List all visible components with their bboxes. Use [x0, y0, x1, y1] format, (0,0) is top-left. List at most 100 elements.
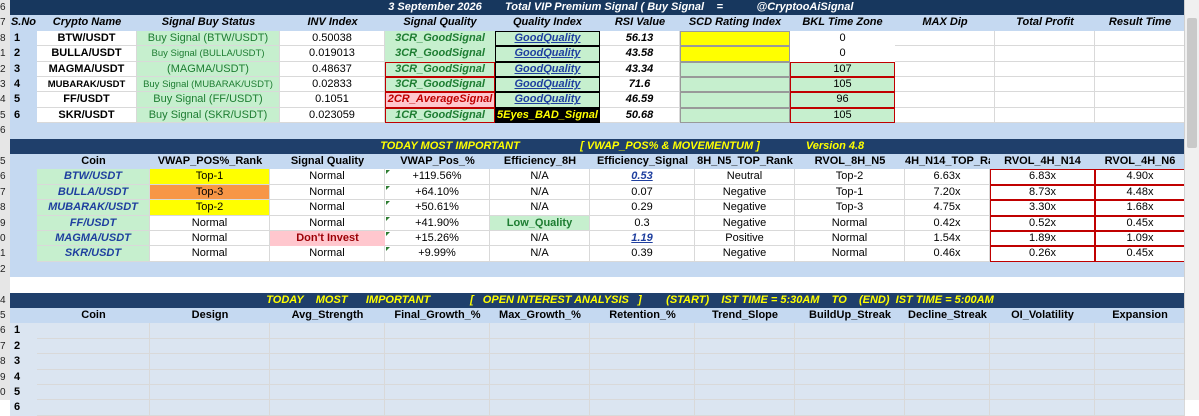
oi-cell[interactable]	[795, 323, 905, 339]
oi-col-header[interactable]: Expansion	[1095, 308, 1185, 324]
max-dip[interactable]	[895, 107, 995, 124]
oi-cell[interactable]	[150, 323, 270, 339]
vwap-col-header[interactable]: RVOL_4H_N14	[990, 154, 1095, 170]
quality-index[interactable]: 5Eyes_BAD_Signal	[495, 107, 600, 124]
signal-buy-status[interactable]: Buy Signal (BULLA/USDT)	[137, 46, 280, 62]
oi-cell[interactable]	[150, 369, 270, 385]
inv-index[interactable]: 0.023059	[280, 107, 385, 124]
scd-rating-index[interactable]	[680, 30, 790, 47]
oi-cell[interactable]	[795, 354, 905, 370]
signal-quality[interactable]: 2CR_AverageSignal	[385, 92, 495, 108]
rsi-value[interactable]: 56.13	[600, 30, 680, 47]
oi-cell[interactable]	[590, 354, 695, 370]
row-number[interactable]: 5	[0, 310, 6, 321]
crypto-name[interactable]: MAGMA/USDT	[37, 61, 137, 77]
n14-top-rank[interactable]: 6.63x	[905, 169, 990, 185]
oi-cell[interactable]	[695, 385, 795, 401]
oi-cell[interactable]	[490, 338, 590, 355]
efficiency-signal[interactable]: 0.53	[590, 169, 695, 185]
total-profit[interactable]	[995, 107, 1095, 124]
n5-top-rank[interactable]: Neutral	[695, 169, 795, 185]
vwap-coin[interactable]: MUBARAK/USDT	[37, 200, 150, 216]
row-number[interactable]: 1	[0, 248, 6, 260]
total-profit[interactable]	[995, 77, 1095, 93]
oi-col-header[interactable]: Design	[150, 308, 270, 324]
efficiency-8h[interactable]: N/A	[490, 246, 590, 262]
oi-cell[interactable]	[590, 385, 695, 401]
signal-buy-status[interactable]: Buy Signal (BTW/USDT)	[137, 30, 280, 47]
scd-rating-index[interactable]	[680, 46, 790, 62]
oi-cell[interactable]	[795, 369, 905, 385]
vwap-signal-quality[interactable]: Normal	[270, 169, 385, 185]
vwap-col-header[interactable]: Efficiency_8H	[490, 154, 590, 170]
efficiency-signal[interactable]: 0.3	[590, 215, 695, 231]
vwap-col-header[interactable]: 4H_N14_TOP_Rank	[905, 154, 990, 170]
oi-cell[interactable]	[990, 369, 1095, 385]
scd-rating-index[interactable]	[680, 77, 790, 93]
scd-rating-index[interactable]	[680, 92, 790, 108]
oi-cell[interactable]	[590, 400, 695, 416]
rvol-4h-n6[interactable]: 1.68x	[1095, 200, 1185, 216]
oi-cell[interactable]	[795, 338, 905, 355]
signal-quality[interactable]: 3CR_GoodSignal	[385, 61, 495, 77]
row-number[interactable]: 8	[0, 356, 6, 368]
result-time[interactable]	[1095, 92, 1185, 108]
scd-rating-index[interactable]	[680, 107, 790, 124]
rvol-4h-n14[interactable]: 0.26x	[990, 246, 1095, 262]
oi-cell[interactable]	[1095, 385, 1185, 401]
oi-cell[interactable]	[37, 400, 150, 416]
oi-cell[interactable]	[150, 338, 270, 355]
crypto-name[interactable]: BTW/USDT	[37, 30, 137, 47]
signal-col-header[interactable]: SCD Rating Index	[680, 15, 790, 31]
rvol-4h-n14[interactable]: 8.73x	[990, 184, 1095, 201]
row-number[interactable]: 2	[0, 63, 6, 75]
vwap-pos-rank[interactable]: Top-1	[150, 169, 270, 185]
quality-index[interactable]: GoodQuality	[495, 92, 600, 108]
rvol-8h-n5[interactable]: Top-3	[795, 200, 905, 216]
oi-cell[interactable]	[990, 323, 1095, 339]
vwap-pos-percent[interactable]: +64.10%	[385, 184, 490, 201]
signal-col-header[interactable]: MAX Dip	[895, 15, 995, 31]
oi-cell[interactable]	[905, 338, 990, 355]
rvol-4h-n6[interactable]: 0.45x	[1095, 215, 1185, 231]
bkl-time-zone[interactable]: 0	[790, 30, 895, 47]
vwap-coin[interactable]: SKR/USDT	[37, 246, 150, 262]
row-number[interactable]: 1	[0, 48, 6, 60]
rvol-4h-n6[interactable]: 4.48x	[1095, 184, 1185, 201]
oi-cell[interactable]	[695, 400, 795, 416]
efficiency-8h[interactable]: N/A	[490, 169, 590, 185]
oi-cell[interactable]	[37, 323, 150, 339]
rsi-value[interactable]: 46.59	[600, 92, 680, 108]
rvol-4h-n14[interactable]: 6.83x	[990, 169, 1095, 185]
oi-cell[interactable]	[695, 369, 795, 385]
efficiency-signal[interactable]: 1.19	[590, 231, 695, 247]
rvol-8h-n5[interactable]: Normal	[795, 246, 905, 262]
row-number[interactable]: 6	[0, 2, 6, 13]
efficiency-signal[interactable]: 0.39	[590, 246, 695, 262]
vwap-pos-percent[interactable]: +119.56%	[385, 169, 490, 185]
signal-col-header[interactable]: Crypto Name	[37, 15, 137, 31]
vwap-coin[interactable]: BTW/USDT	[37, 169, 150, 185]
vwap-pos-percent[interactable]: +9.99%	[385, 246, 490, 262]
row-number[interactable]: 7	[0, 340, 6, 352]
oi-cell[interactable]	[150, 385, 270, 401]
max-dip[interactable]	[895, 77, 995, 93]
vwap-coin[interactable]: FF/USDT	[37, 215, 150, 231]
rsi-value[interactable]: 43.34	[600, 61, 680, 77]
oi-cell[interactable]	[590, 323, 695, 339]
vwap-coin[interactable]: MAGMA/USDT	[37, 231, 150, 247]
signal-buy-status[interactable]: Buy Signal (SKR/USDT)	[137, 107, 280, 124]
oi-cell[interactable]	[695, 323, 795, 339]
oi-cell[interactable]	[385, 354, 490, 370]
oi-col-header[interactable]: Retention_%	[590, 308, 695, 324]
max-dip[interactable]	[895, 46, 995, 62]
bkl-time-zone[interactable]: 107	[790, 61, 895, 77]
oi-cell[interactable]	[1095, 323, 1185, 339]
oi-cell[interactable]	[270, 385, 385, 401]
n14-top-rank[interactable]: 1.54x	[905, 231, 990, 247]
signal-col-header[interactable]: Result Time	[1095, 15, 1185, 31]
vwap-pos-percent[interactable]: +50.61%	[385, 200, 490, 216]
inv-index[interactable]: 0.48637	[280, 61, 385, 77]
oi-cell[interactable]	[37, 338, 150, 355]
vwap-col-header[interactable]: RVOL_4H_N6	[1095, 154, 1185, 170]
